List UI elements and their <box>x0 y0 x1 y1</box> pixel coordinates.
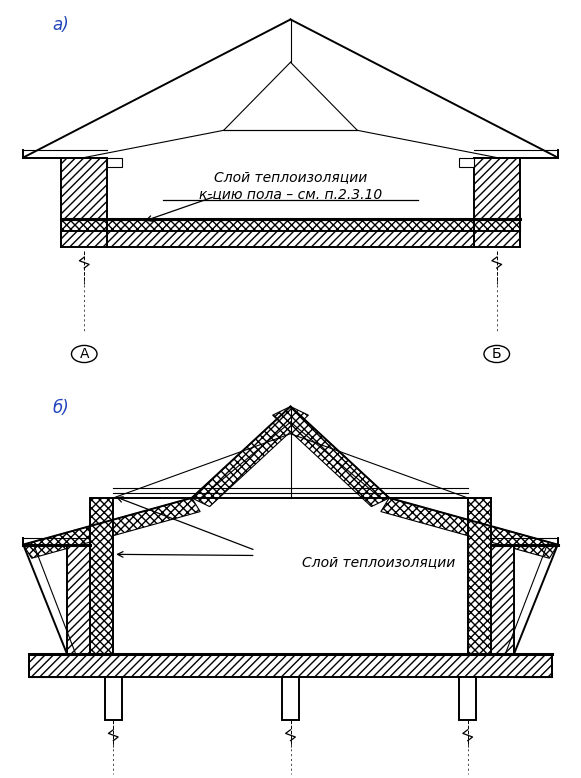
Bar <box>105 677 122 720</box>
Polygon shape <box>61 158 107 219</box>
Polygon shape <box>61 219 520 232</box>
Polygon shape <box>23 498 200 559</box>
Polygon shape <box>381 498 558 559</box>
Polygon shape <box>107 158 122 167</box>
Polygon shape <box>459 158 474 167</box>
Circle shape <box>71 345 97 363</box>
Polygon shape <box>29 654 552 677</box>
Text: Слой теплоизоляции: Слой теплоизоляции <box>214 170 367 184</box>
Polygon shape <box>474 158 520 219</box>
Circle shape <box>484 345 510 363</box>
Bar <box>282 677 299 720</box>
Text: Б: Б <box>492 347 501 361</box>
Polygon shape <box>90 498 113 654</box>
Bar <box>459 677 476 720</box>
Polygon shape <box>61 232 520 247</box>
Text: к-цию пола – см. п.2.3.10: к-цию пола – см. п.2.3.10 <box>199 187 382 202</box>
Text: б): б) <box>52 399 69 417</box>
Text: А: А <box>80 347 89 361</box>
Polygon shape <box>67 545 90 654</box>
Polygon shape <box>468 498 491 654</box>
Polygon shape <box>192 406 309 506</box>
Polygon shape <box>491 545 514 654</box>
Polygon shape <box>272 406 389 506</box>
Text: а): а) <box>52 16 69 33</box>
Text: Слой теплоизоляции: Слой теплоизоляции <box>302 555 456 569</box>
